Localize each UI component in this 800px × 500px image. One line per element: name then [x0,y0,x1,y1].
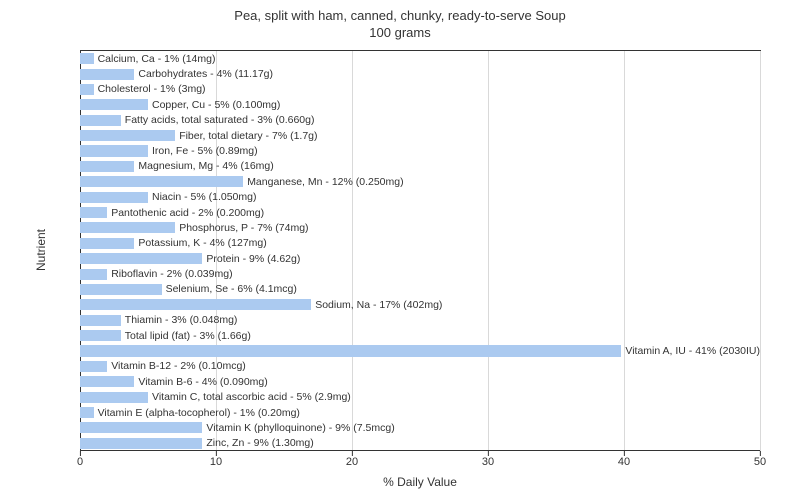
bar-row: Riboflavin - 2% (0.039mg) [80,269,760,280]
bar-label: Potassium, K - 4% (127mg) [138,237,266,249]
bar [80,115,121,126]
bar-row: Manganese, Mn - 12% (0.250mg) [80,176,760,187]
bar-label: Carbohydrates - 4% (11.17g) [138,68,273,80]
bar-label: Manganese, Mn - 12% (0.250mg) [247,176,403,188]
bar-label: Niacin - 5% (1.050mg) [152,191,256,203]
x-tick: 10 [210,451,222,468]
bar [80,284,162,295]
bar-row: Niacin - 5% (1.050mg) [80,192,760,203]
x-tick-label: 50 [754,456,766,468]
bar-row: Copper, Cu - 5% (0.100mg) [80,99,760,110]
bar-row: Iron, Fe - 5% (0.89mg) [80,145,760,156]
bar-row: Vitamin K (phylloquinone) - 9% (7.5mcg) [80,422,760,433]
bar-row: Total lipid (fat) - 3% (1.66g) [80,330,760,341]
bar-label: Zinc, Zn - 9% (1.30mg) [206,437,313,449]
bar-row: Vitamin B-6 - 4% (0.090mg) [80,376,760,387]
bar-row: Zinc, Zn - 9% (1.30mg) [80,438,760,449]
bar-row: Fiber, total dietary - 7% (1.7g) [80,130,760,141]
bar-label: Phosphorus, P - 7% (74mg) [179,222,308,234]
bar [80,438,202,449]
plot-area: Calcium, Ca - 1% (14mg) Carbohydrates - 4… [80,50,761,451]
bar-label: Fiber, total dietary - 7% (1.7g) [179,130,317,142]
bar [80,84,94,95]
bar-label: Vitamin K (phylloquinone) - 9% (7.5mcg) [206,422,394,434]
bar-label: Sodium, Na - 17% (402mg) [315,299,442,311]
bar-label: Selenium, Se - 6% (4.1mcg) [166,283,297,295]
x-tick: 50 [754,451,766,468]
bar-row: Potassium, K - 4% (127mg) [80,238,760,249]
plot-inner: Calcium, Ca - 1% (14mg) Carbohydrates - 4… [80,51,760,451]
bar-label: Calcium, Ca - 1% (14mg) [98,53,216,65]
bar [80,192,148,203]
x-tick: 0 [77,451,83,468]
bar [80,99,148,110]
bar [80,269,107,280]
bar [80,315,121,326]
bar [80,161,134,172]
bar [80,238,134,249]
bar-row: Phosphorus, P - 7% (74mg) [80,222,760,233]
y-axis-label: Nutrient [34,229,48,271]
bar-label: Pantothenic acid - 2% (0.200mg) [111,207,264,219]
bar-label: Vitamin B-6 - 4% (0.090mg) [138,376,267,388]
chart-title: Pea, split with ham, canned, chunky, rea… [0,0,800,42]
bar [80,69,134,80]
bar-label: Iron, Fe - 5% (0.89mg) [152,145,258,157]
bar-label: Fatty acids, total saturated - 3% (0.660… [125,114,315,126]
x-tick-label: 10 [210,456,222,468]
bar [80,345,621,356]
bar-label: Total lipid (fat) - 3% (1.66g) [125,330,251,342]
bar-row: Carbohydrates - 4% (11.17g) [80,69,760,80]
bar [80,222,175,233]
bar-row: Sodium, Na - 17% (402mg) [80,299,760,310]
bar-row: Vitamin A, IU - 41% (2030IU) [80,345,760,356]
bar-label: Vitamin C, total ascorbic acid - 5% (2.9… [152,391,351,403]
bar [80,422,202,433]
bar-label: Riboflavin - 2% (0.039mg) [111,268,232,280]
bar [80,130,175,141]
bar [80,253,202,264]
bar-row: Pantothenic acid - 2% (0.200mg) [80,207,760,218]
x-gridline [760,51,761,451]
bar-row: Vitamin E (alpha-tocopherol) - 1% (0.20m… [80,407,760,418]
bar-row: Calcium, Ca - 1% (14mg) [80,53,760,64]
bar [80,376,134,387]
x-tick-label: 40 [618,456,630,468]
bar-label: Vitamin A, IU - 41% (2030IU) [625,345,760,357]
bar [80,299,311,310]
bar-row: Protein - 9% (4.62g) [80,253,760,264]
bar [80,176,243,187]
x-tick: 30 [482,451,494,468]
bar-row: Vitamin C, total ascorbic acid - 5% (2.9… [80,392,760,403]
bar-label: Vitamin E (alpha-tocopherol) - 1% (0.20m… [98,407,300,419]
bar-label: Protein - 9% (4.62g) [206,253,300,265]
x-tick-label: 20 [346,456,358,468]
bar [80,207,107,218]
bar [80,330,121,341]
bar [80,407,94,418]
bar-row: Cholesterol - 1% (3mg) [80,84,760,95]
bar [80,361,107,372]
x-tick: 40 [618,451,630,468]
bar-label: Cholesterol - 1% (3mg) [98,83,206,95]
x-tick-label: 30 [482,456,494,468]
title-line2: 100 grams [369,25,430,40]
bar-row: Magnesium, Mg - 4% (16mg) [80,161,760,172]
x-tick-label: 0 [77,456,83,468]
bar [80,392,148,403]
bar-row: Thiamin - 3% (0.048mg) [80,315,760,326]
bar-row: Fatty acids, total saturated - 3% (0.660… [80,115,760,126]
bar-label: Vitamin B-12 - 2% (0.10mcg) [111,360,246,372]
x-tick: 20 [346,451,358,468]
bar-row: Vitamin B-12 - 2% (0.10mcg) [80,361,760,372]
title-line1: Pea, split with ham, canned, chunky, rea… [234,8,565,23]
nutrient-chart: Pea, split with ham, canned, chunky, rea… [0,0,800,500]
bar-label: Copper, Cu - 5% (0.100mg) [152,99,280,111]
bar [80,145,148,156]
bar-label: Magnesium, Mg - 4% (16mg) [138,160,273,172]
bar-label: Thiamin - 3% (0.048mg) [125,314,238,326]
x-axis-label: % Daily Value [80,475,760,489]
bar-row: Selenium, Se - 6% (4.1mcg) [80,284,760,295]
bar [80,53,94,64]
